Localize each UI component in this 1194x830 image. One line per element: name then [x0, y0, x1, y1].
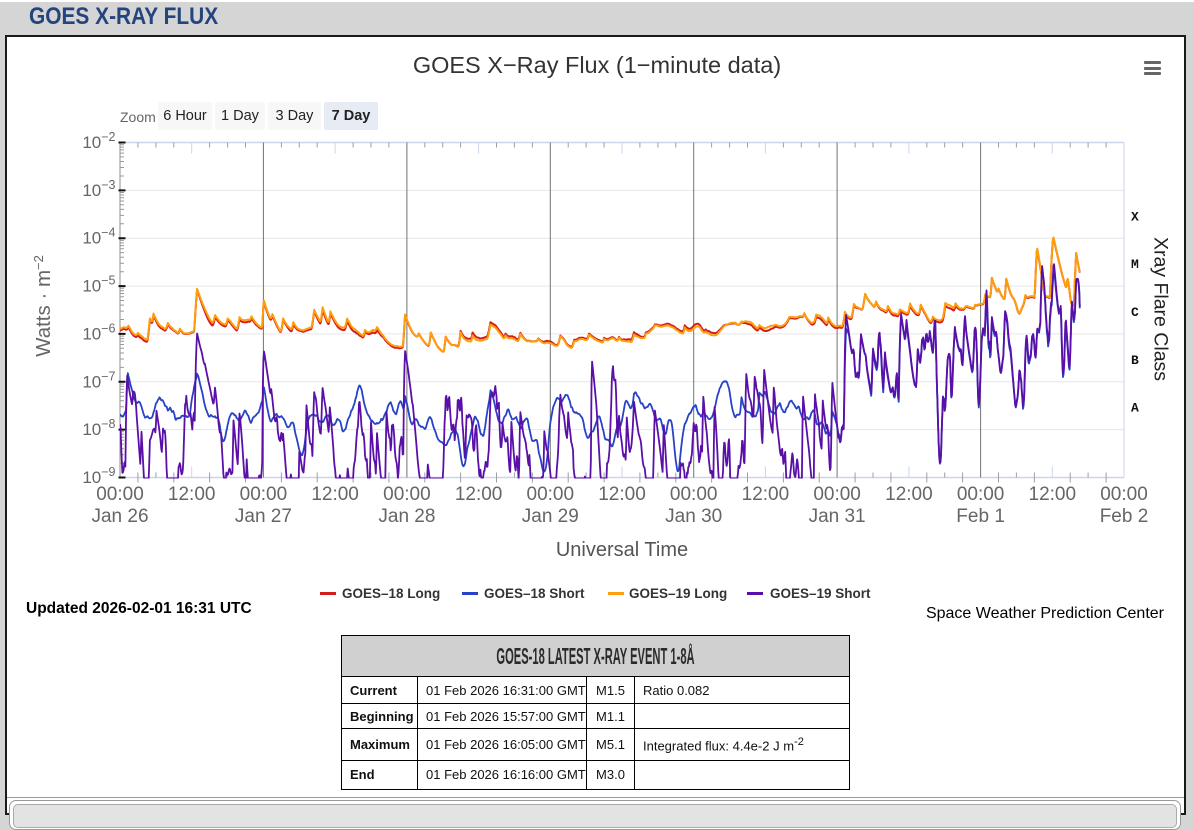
svg-text:00:00: 00:00 [957, 484, 1005, 505]
svg-text:10−7: 10−7 [82, 369, 115, 391]
svg-text:10−3: 10−3 [82, 178, 115, 200]
svg-text:Feb 1: Feb 1 [956, 506, 1005, 527]
svg-text:00:00: 00:00 [240, 484, 288, 505]
svg-text:00:00: 00:00 [96, 484, 144, 505]
svg-text:A: A [1131, 401, 1139, 416]
svg-text:00:00: 00:00 [527, 484, 575, 505]
svg-text:12:00: 12:00 [1029, 484, 1077, 505]
svg-text:10−4: 10−4 [82, 226, 115, 248]
svg-text:12:00: 12:00 [168, 484, 216, 505]
svg-text:B: B [1131, 353, 1139, 368]
svg-text:12:00: 12:00 [742, 484, 790, 505]
svg-text:10−6: 10−6 [82, 321, 115, 343]
svg-text:00:00: 00:00 [813, 484, 861, 505]
svg-text:10−2: 10−2 [82, 130, 115, 152]
svg-text:12:00: 12:00 [311, 484, 359, 505]
svg-text:M: M [1131, 257, 1139, 272]
svg-text:Jan 26: Jan 26 [91, 506, 148, 527]
svg-text:00:00: 00:00 [1100, 484, 1148, 505]
svg-text:10−5: 10−5 [82, 274, 115, 296]
svg-text:C: C [1131, 305, 1139, 320]
svg-text:Watts · m−2: Watts · m−2 [31, 255, 55, 357]
svg-text:12:00: 12:00 [885, 484, 933, 505]
svg-text:12:00: 12:00 [455, 484, 503, 505]
svg-text:Xray Flare Class: Xray Flare Class [1150, 237, 1172, 381]
svg-text:Jan 31: Jan 31 [809, 506, 866, 527]
svg-text:00:00: 00:00 [670, 484, 718, 505]
svg-text:Jan 28: Jan 28 [378, 506, 435, 527]
svg-text:12:00: 12:00 [598, 484, 646, 505]
svg-text:10−8: 10−8 [82, 417, 115, 439]
svg-text:Jan 30: Jan 30 [665, 506, 722, 527]
svg-text:Universal Time: Universal Time [556, 539, 688, 561]
svg-text:00:00: 00:00 [383, 484, 431, 505]
svg-text:Feb 2: Feb 2 [1100, 506, 1149, 527]
svg-text:Jan 27: Jan 27 [235, 506, 292, 527]
svg-text:Jan 29: Jan 29 [522, 506, 579, 527]
svg-text:X: X [1131, 209, 1139, 224]
